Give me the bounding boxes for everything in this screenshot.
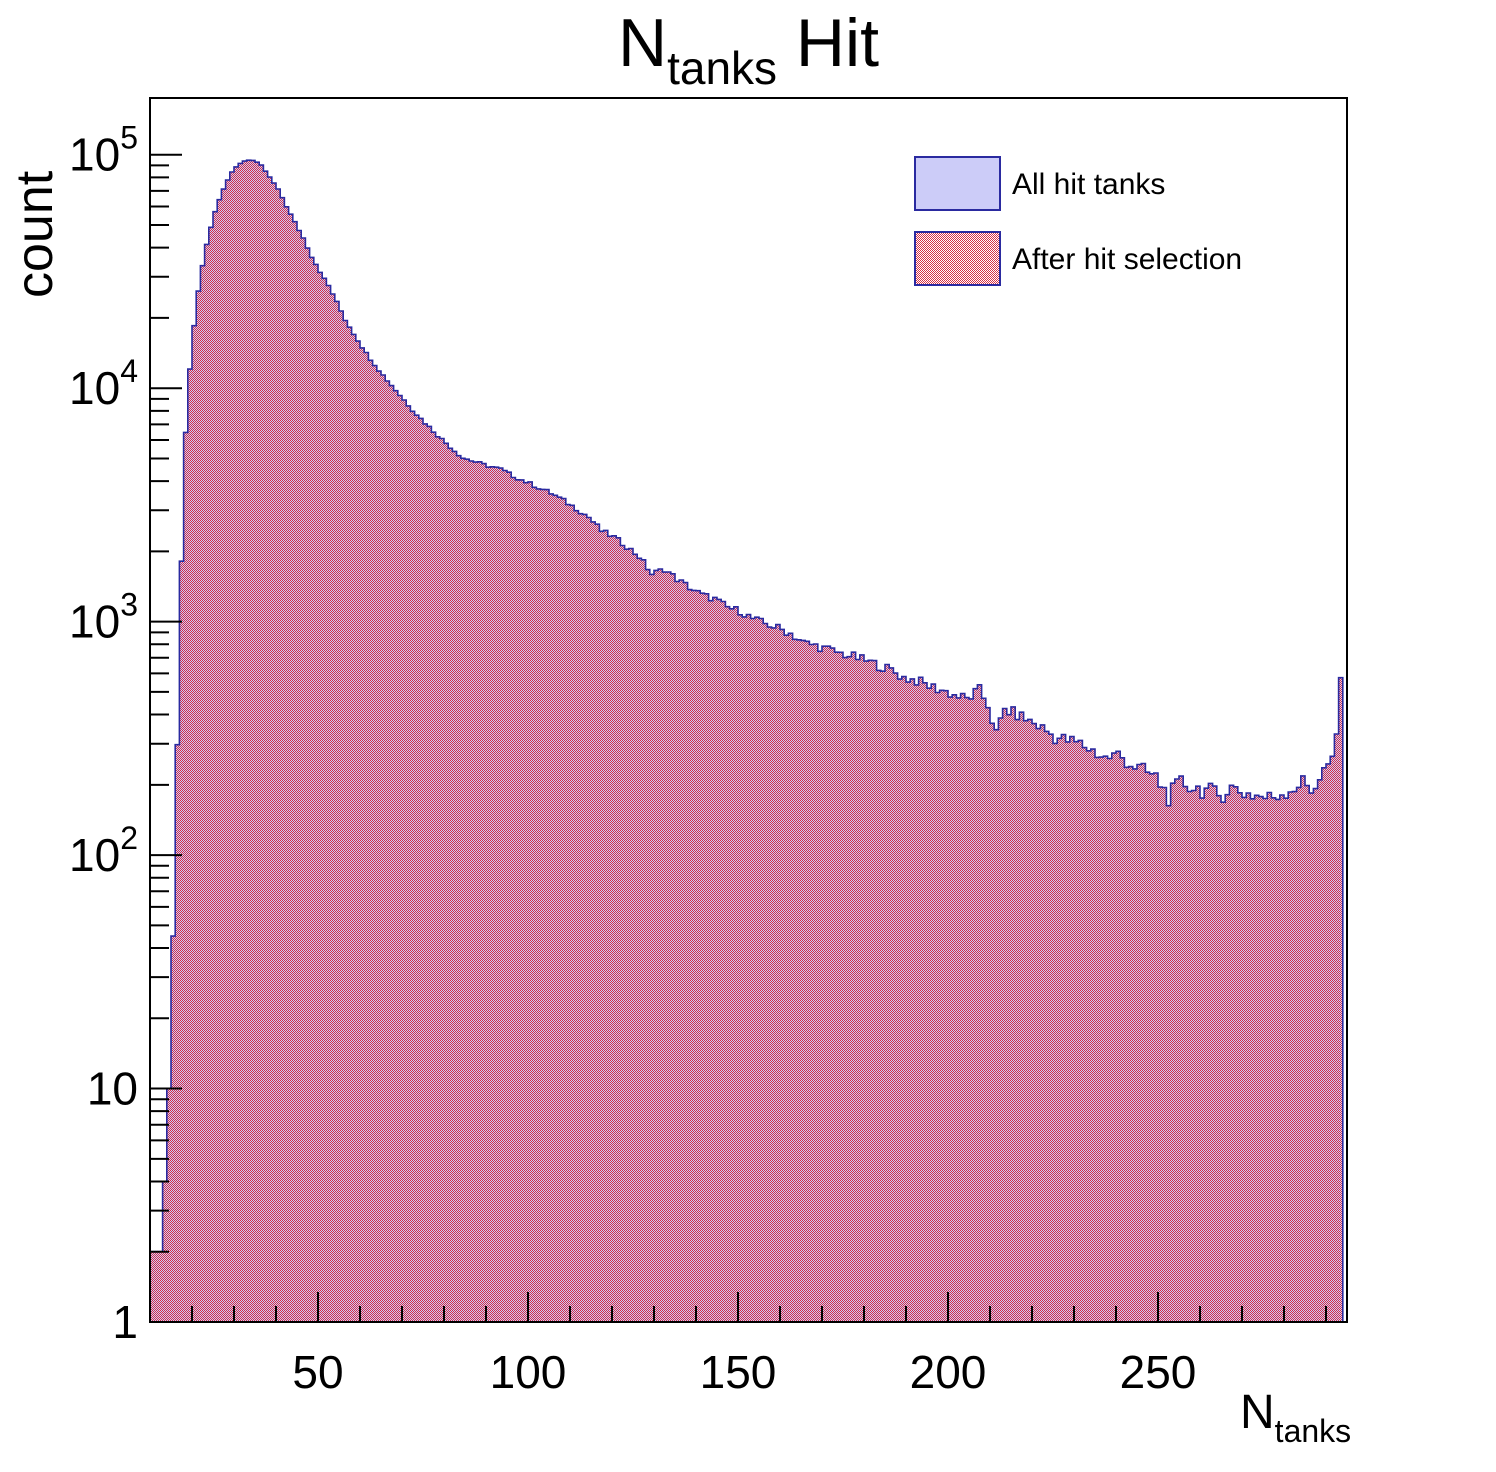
y-tick-label: 105 — [69, 120, 138, 181]
legend-swatch-hatch — [916, 233, 999, 284]
legend-label-0: All hit tanks — [1012, 168, 1165, 201]
y-tick-label: 10 — [87, 1063, 138, 1115]
y-tick-label: 102 — [69, 820, 138, 881]
x-tick-label: 100 — [490, 1346, 567, 1398]
x-tick-label: 150 — [700, 1346, 777, 1398]
plot-frame — [149, 97, 1348, 1323]
x-axis-label: Ntanks — [1240, 1386, 1351, 1449]
legend: All hit tanks After hit selection — [914, 156, 1242, 286]
x-tick-label: 200 — [910, 1346, 987, 1398]
chart-title: Ntanks Hit — [618, 5, 879, 94]
x-tick-label: 250 — [1120, 1346, 1197, 1398]
y-axis-label: count — [6, 170, 64, 298]
y-tick-label: 1 — [112, 1296, 138, 1348]
series-after-hit-selection — [150, 160, 1343, 1323]
histogram-outline — [149, 159, 1344, 1323]
x-tick-label: 50 — [292, 1346, 343, 1398]
x-axis-ticks — [149, 1292, 1327, 1322]
y-tick-label: 104 — [69, 353, 138, 414]
legend-swatch-0 — [914, 156, 1001, 211]
y-tick-label: 103 — [69, 587, 138, 648]
legend-label-1: After hit selection — [1012, 243, 1242, 276]
y-axis-ticks — [150, 153, 182, 1323]
